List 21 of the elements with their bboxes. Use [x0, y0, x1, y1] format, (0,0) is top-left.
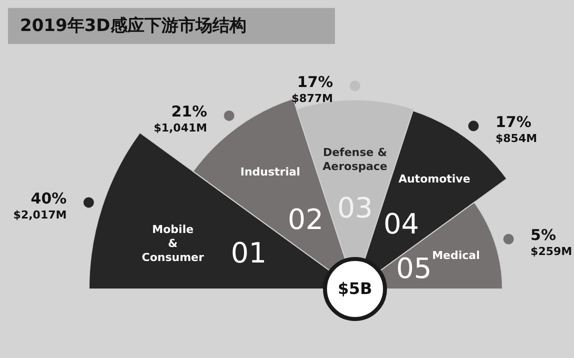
data-label: $854M: [495, 132, 538, 145]
category-label: Mobile & Consumer: [142, 222, 205, 264]
data-label: $2,017M: [13, 208, 67, 222]
data-label: $259M: [530, 245, 572, 258]
category-label: Automotive: [398, 172, 470, 186]
text: $5B: [338, 279, 372, 298]
text: 21%: [171, 102, 208, 121]
text: 2019年3D感应下游市场结构: [20, 16, 246, 36]
text: 05: [396, 252, 432, 285]
text: 5%: [530, 226, 556, 244]
data-label: $1,041M: [154, 122, 208, 135]
category-label: Industrial: [240, 165, 300, 178]
text: 40%: [30, 189, 67, 208]
category-label: Defense & Aerospace: [322, 146, 388, 173]
text: 02: [288, 202, 324, 236]
text: 17%: [297, 72, 333, 91]
category-label: Medical: [432, 249, 480, 262]
text: 01: [230, 236, 267, 270]
text: 04: [383, 207, 420, 240]
data-label: $877M: [291, 92, 333, 105]
text: 17%: [495, 112, 532, 131]
